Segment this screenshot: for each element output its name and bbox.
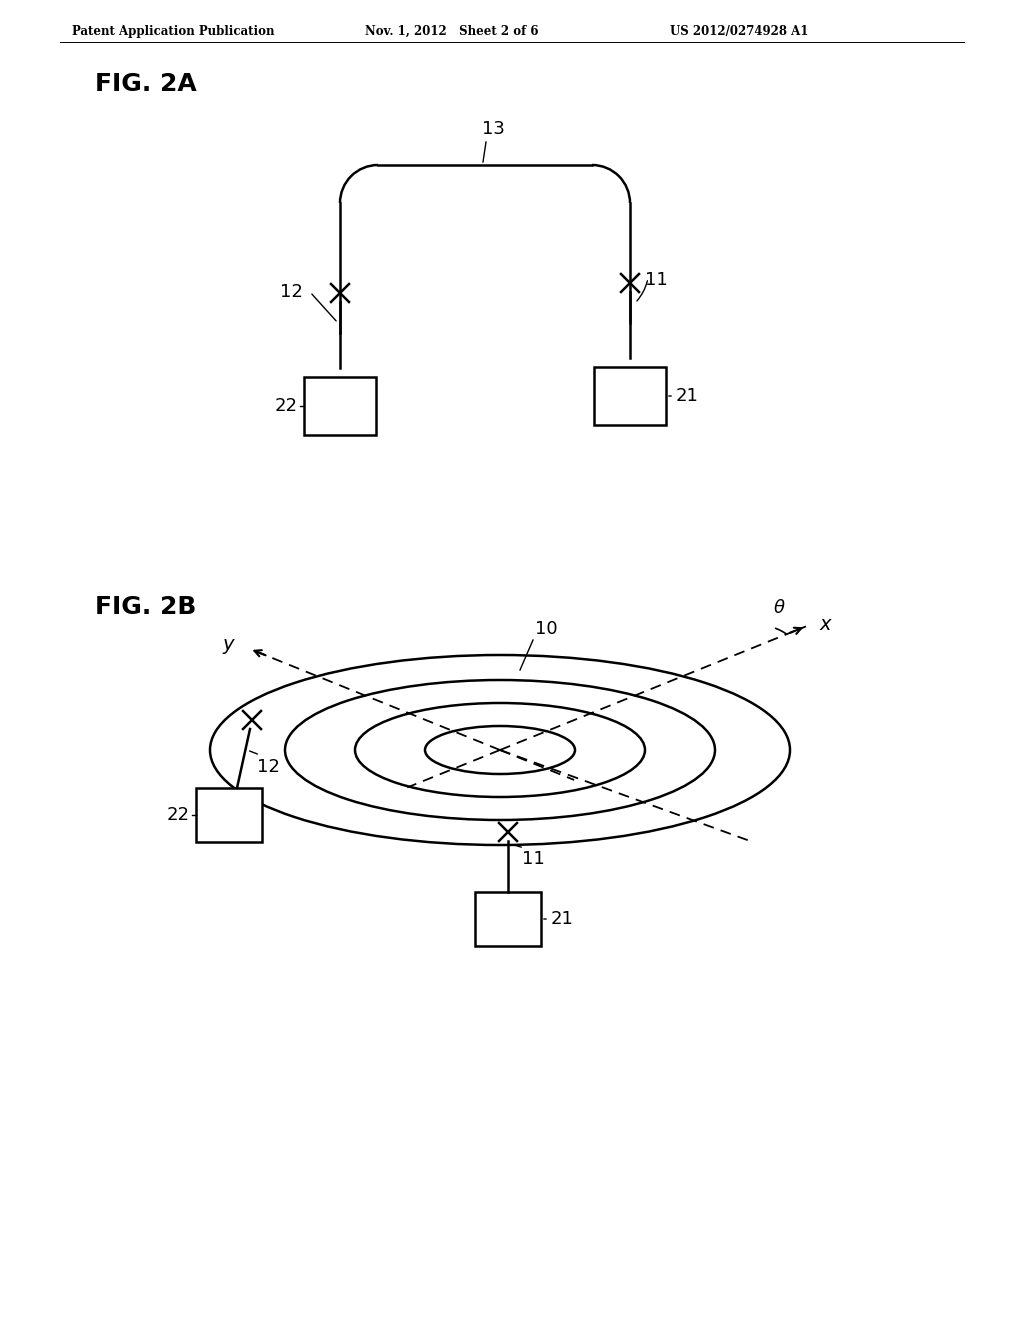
Text: FIG. 2A: FIG. 2A <box>95 73 197 96</box>
Text: y: y <box>222 635 233 655</box>
Text: 12: 12 <box>257 758 280 776</box>
Text: 21: 21 <box>551 909 573 928</box>
Text: 11: 11 <box>645 271 668 289</box>
Text: $\theta$: $\theta$ <box>773 599 785 618</box>
Text: 22: 22 <box>275 397 298 414</box>
Text: 10: 10 <box>535 620 558 638</box>
Text: US 2012/0274928 A1: US 2012/0274928 A1 <box>670 25 808 38</box>
Text: 22: 22 <box>167 807 190 824</box>
Text: Nov. 1, 2012   Sheet 2 of 6: Nov. 1, 2012 Sheet 2 of 6 <box>365 25 539 38</box>
FancyBboxPatch shape <box>475 892 541 946</box>
Text: x: x <box>820 615 831 634</box>
Text: 21: 21 <box>676 387 698 405</box>
Text: Patent Application Publication: Patent Application Publication <box>72 25 274 38</box>
Text: 11: 11 <box>522 850 545 869</box>
Text: FIG. 2B: FIG. 2B <box>95 595 197 619</box>
Text: 13: 13 <box>482 120 505 139</box>
FancyBboxPatch shape <box>304 378 376 436</box>
Text: 12: 12 <box>280 282 303 301</box>
FancyBboxPatch shape <box>196 788 262 842</box>
FancyBboxPatch shape <box>594 367 666 425</box>
